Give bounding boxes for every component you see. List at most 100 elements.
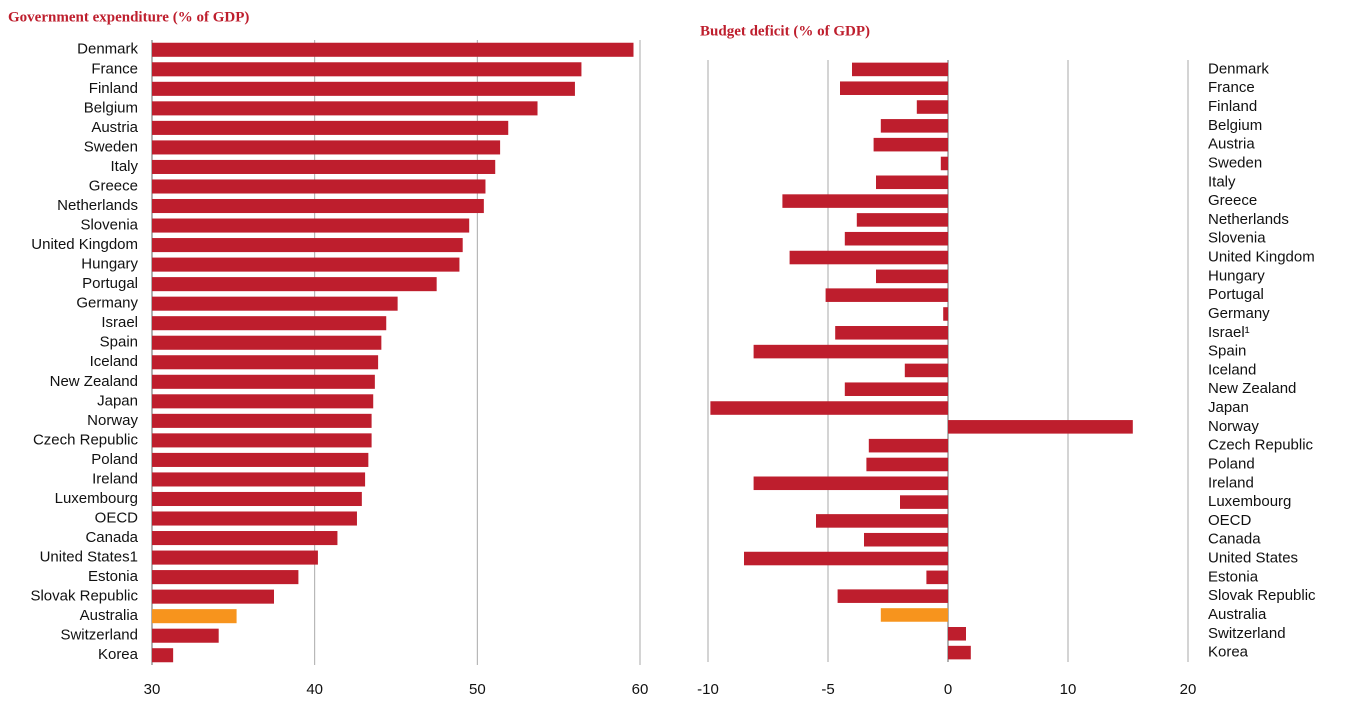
x-tick-label: 10 (1060, 681, 1077, 698)
bar (152, 531, 338, 546)
category-label: Czech Republic (33, 431, 139, 448)
bar (926, 570, 948, 585)
category-label: Austria (91, 119, 138, 136)
category-label: Canada (85, 529, 138, 546)
bar (152, 296, 398, 311)
category-label: Ireland (92, 470, 138, 487)
category-label: Spain (100, 334, 138, 351)
x-tick-label: -10 (697, 681, 719, 698)
x-tick-label: -5 (821, 681, 834, 698)
category-label: Spain (1208, 343, 1246, 360)
bar (152, 159, 496, 174)
category-label: Switzerland (1208, 625, 1286, 642)
category-label: Iceland (1208, 361, 1256, 378)
bar (152, 609, 237, 624)
bar (876, 175, 948, 190)
bar (152, 277, 437, 292)
category-label: Portugal (1208, 286, 1264, 303)
chart-title: Budget deficit (% of GDP) (700, 23, 870, 39)
bar (852, 62, 948, 77)
category-label: OECD (1208, 512, 1252, 529)
category-label: Poland (91, 451, 138, 468)
bar (837, 589, 948, 603)
category-label: Slovak Republic (30, 588, 138, 605)
bar (152, 140, 501, 155)
bar (876, 269, 948, 284)
category-label: Ireland (1208, 474, 1254, 491)
bar (152, 589, 274, 604)
x-tick-label: 30 (144, 681, 161, 698)
x-tick-label: 50 (469, 681, 486, 698)
bar (152, 257, 460, 272)
category-label: Greece (1208, 192, 1257, 209)
category-label: New Zealand (1208, 380, 1296, 397)
category-label: Norway (1208, 418, 1259, 435)
category-label: Denmark (77, 41, 138, 58)
bar (152, 628, 219, 643)
bar (152, 81, 575, 96)
category-label: Slovenia (1208, 230, 1266, 247)
x-tick-label: 20 (1180, 681, 1197, 698)
bar (840, 81, 948, 95)
category-label: Czech Republic (1208, 437, 1314, 454)
x-tick-label: 40 (306, 681, 323, 698)
category-label: Australia (1208, 606, 1267, 623)
bar (844, 231, 948, 246)
bar (152, 433, 372, 448)
category-label: Australia (80, 607, 139, 624)
category-label: Estonia (88, 568, 139, 585)
category-label: France (91, 60, 138, 77)
bar (948, 420, 1133, 434)
bar (152, 550, 318, 565)
bar (152, 101, 538, 116)
category-label: New Zealand (50, 373, 138, 390)
category-label: Slovenia (80, 217, 138, 234)
category-label: France (1208, 79, 1255, 96)
bar (900, 495, 948, 509)
category-label: United Kingdom (1208, 249, 1315, 266)
bar (152, 238, 463, 253)
bar (152, 413, 372, 428)
category-label: Korea (98, 646, 139, 663)
category-label: Italy (110, 158, 138, 175)
category-label: Netherlands (57, 197, 138, 214)
category-label: Israel (101, 314, 138, 331)
bar (152, 394, 374, 409)
bar (868, 438, 948, 453)
bar (152, 335, 382, 350)
category-label: Sweden (1208, 154, 1262, 171)
bar (152, 570, 299, 585)
category-label: Estonia (1208, 568, 1259, 585)
bar (152, 374, 375, 389)
bar (152, 120, 509, 135)
category-label: Portugal (82, 275, 138, 292)
bar (825, 288, 948, 302)
category-label: Sweden (84, 138, 138, 155)
category-label: United States1 (40, 549, 138, 566)
bar (753, 344, 948, 359)
bar (152, 452, 369, 467)
bar (864, 532, 948, 547)
category-label: Switzerland (60, 627, 138, 644)
bar (782, 194, 948, 208)
category-label: Finland (89, 80, 138, 97)
category-label: Italy (1208, 173, 1236, 190)
bar (948, 627, 966, 641)
bar (916, 100, 948, 114)
bar (152, 472, 366, 487)
bar (744, 551, 948, 566)
bar (152, 198, 484, 214)
category-label: Korea (1208, 644, 1249, 661)
category-label: United States (1208, 550, 1298, 567)
category-label: Austria (1208, 136, 1255, 153)
bar (816, 514, 948, 528)
category-label: Canada (1208, 531, 1261, 548)
bar (943, 307, 948, 321)
category-label: Norway (87, 412, 138, 429)
category-label: Luxembourg (1208, 493, 1291, 510)
category-label: Germany (76, 295, 138, 312)
category-label: Poland (1208, 455, 1255, 472)
chart-title: Government expenditure (% of GDP) (8, 9, 249, 25)
bar (753, 476, 948, 491)
